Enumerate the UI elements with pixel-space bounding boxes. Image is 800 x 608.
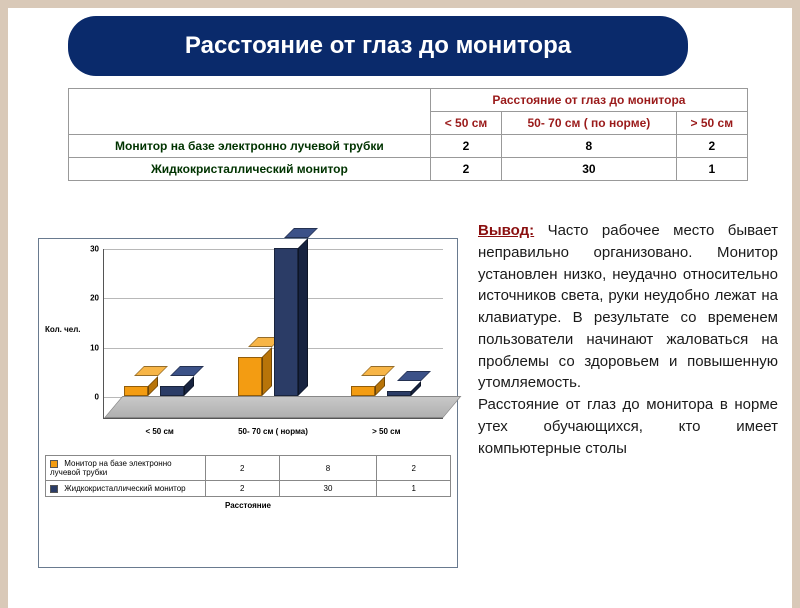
y-tick-label: 20 — [81, 294, 99, 303]
distance-table: Расстояние от глаз до монитора < 50 см 5… — [68, 88, 748, 181]
cell: 2 — [676, 135, 747, 158]
legend-label: Монитор на базе электронно лучевой трубк… — [46, 456, 206, 481]
slide-page: Расстояние от глаз до монитора Расстояни… — [8, 8, 792, 608]
conclusion-body: Часто рабочее место бывает неправильно о… — [478, 222, 778, 391]
legend-val: 8 — [279, 456, 377, 481]
chart-floor — [104, 396, 461, 418]
plot-area: Кол. чел. 0 10 20 30 < 50 см 50- 70 см ( нор… — [45, 245, 451, 445]
table-row: Монитор на базе электронно лучевой трубк… — [69, 135, 748, 158]
legend-val: 30 — [279, 481, 377, 497]
legend-val: 2 — [206, 456, 280, 481]
legend-val: 2 — [377, 456, 451, 481]
legend-label: Жидкокристаллический монитор — [46, 481, 206, 497]
legend-row: Монитор на базе электронно лучевой трубк… — [46, 456, 451, 481]
title-banner: Расстояние от глаз до монитора — [68, 16, 688, 76]
cell: 8 — [502, 135, 676, 158]
y-axis-label: Кол. чел. — [45, 325, 81, 334]
chart-legend-table: Монитор на базе электронно лучевой трубк… — [45, 455, 451, 497]
legend-swatch-icon — [50, 460, 58, 468]
table-corner — [69, 89, 431, 135]
col-header: 50- 70 см ( по норме) — [502, 112, 676, 135]
conclusion-lead: Вывод: — [478, 222, 534, 239]
y-tick-label: 0 — [81, 393, 99, 402]
col-header: < 50 см — [430, 112, 501, 135]
cell: 1 — [676, 158, 747, 181]
legend-val: 2 — [206, 481, 280, 497]
y-tick-label: 10 — [81, 343, 99, 352]
legend-val: 1 — [377, 481, 451, 497]
cell: 2 — [430, 158, 501, 181]
plot-surface — [103, 249, 443, 419]
legend-text: Монитор на базе электронно лучевой трубк… — [50, 459, 172, 477]
row-label: Монитор на базе электронно лучевой трубк… — [69, 135, 431, 158]
bar-chart: Кол. чел. 0 10 20 30 < 50 см 50- 70 см ( нор… — [38, 238, 458, 568]
row-label: Жидкокристаллический монитор — [69, 158, 431, 181]
y-tick-label: 30 — [81, 245, 99, 254]
x-axis-label: Расстояние — [45, 501, 451, 510]
legend-text: Жидкокристаллический монитор — [64, 484, 185, 493]
table-header-span: Расстояние от глаз до монитора — [430, 89, 747, 112]
x-tick-label: < 50 см — [115, 427, 205, 436]
page-title: Расстояние от глаз до монитора — [185, 32, 571, 60]
legend-swatch-icon — [50, 485, 58, 493]
cell: 30 — [502, 158, 676, 181]
conclusion-text: Вывод: Часто рабочее место бывает неправ… — [478, 220, 778, 459]
conclusion-body-2: Расстояние от глаз до монитора в норме у… — [478, 396, 778, 457]
x-tick-label: 50- 70 см ( норма) — [228, 427, 318, 436]
table-row: Жидкокристаллический монитор 2 30 1 — [69, 158, 748, 181]
x-tick-label: > 50 см — [341, 427, 431, 436]
col-header: > 50 см — [676, 112, 747, 135]
legend-row: Жидкокристаллический монитор 2 30 1 — [46, 481, 451, 497]
cell: 2 — [430, 135, 501, 158]
